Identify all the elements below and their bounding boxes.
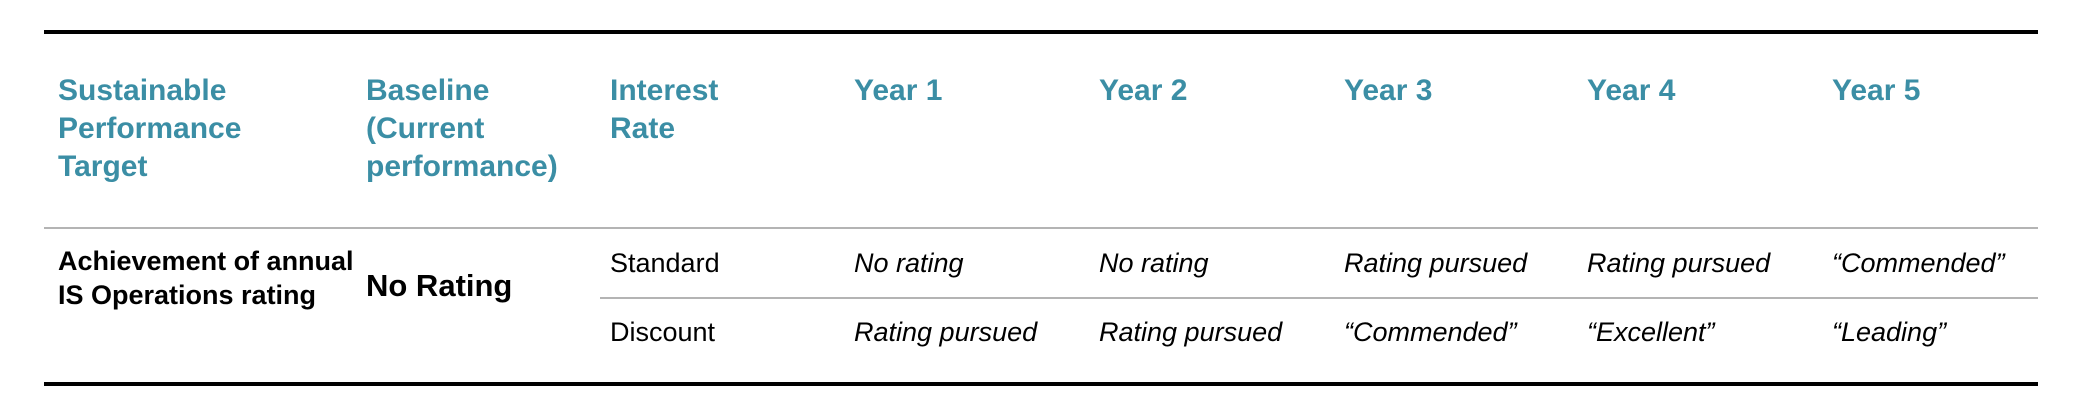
header-year-5: Year 5: [1832, 74, 1921, 107]
discount-year-1: Rating pursued: [854, 317, 1038, 347]
header-interest-rate: Interest Rate: [610, 74, 719, 145]
standard-year-3: Rating pursued: [1344, 248, 1528, 278]
table-top-rule: [44, 30, 2038, 34]
discount-year-2: Rating pursued: [1099, 317, 1283, 347]
discount-year-4: “Excellent”: [1587, 317, 1715, 347]
header-year-2: Year 2: [1099, 74, 1188, 107]
discount-year-5: “Leading”: [1832, 317, 1947, 347]
rate-label-discount: Discount: [610, 317, 716, 347]
header-year-4: Year 4: [1587, 74, 1676, 107]
rate-row-divider: [600, 297, 2038, 299]
table-bottom-rule: [44, 382, 2038, 386]
baseline-cell: No Rating: [366, 268, 513, 303]
discount-year-3: “Commended”: [1344, 317, 1517, 347]
header-year-3: Year 3: [1344, 74, 1433, 107]
header-sustainable-performance-target: Sustainable Performance Target: [58, 74, 242, 183]
standard-year-5: “Commended”: [1832, 248, 2005, 278]
standard-year-1: No rating: [854, 248, 964, 278]
standard-year-2: No rating: [1099, 248, 1209, 278]
header-baseline: Baseline (Current performance): [366, 74, 558, 183]
standard-year-4: Rating pursued: [1587, 248, 1771, 278]
performance-target-table: Sustainable Performance Target Baseline …: [44, 30, 2038, 386]
header-divider: [44, 227, 2038, 229]
header-year-1: Year 1: [854, 74, 943, 107]
target-cell: Achievement of annual IS Operations rati…: [58, 246, 354, 310]
rate-label-standard: Standard: [610, 248, 720, 278]
